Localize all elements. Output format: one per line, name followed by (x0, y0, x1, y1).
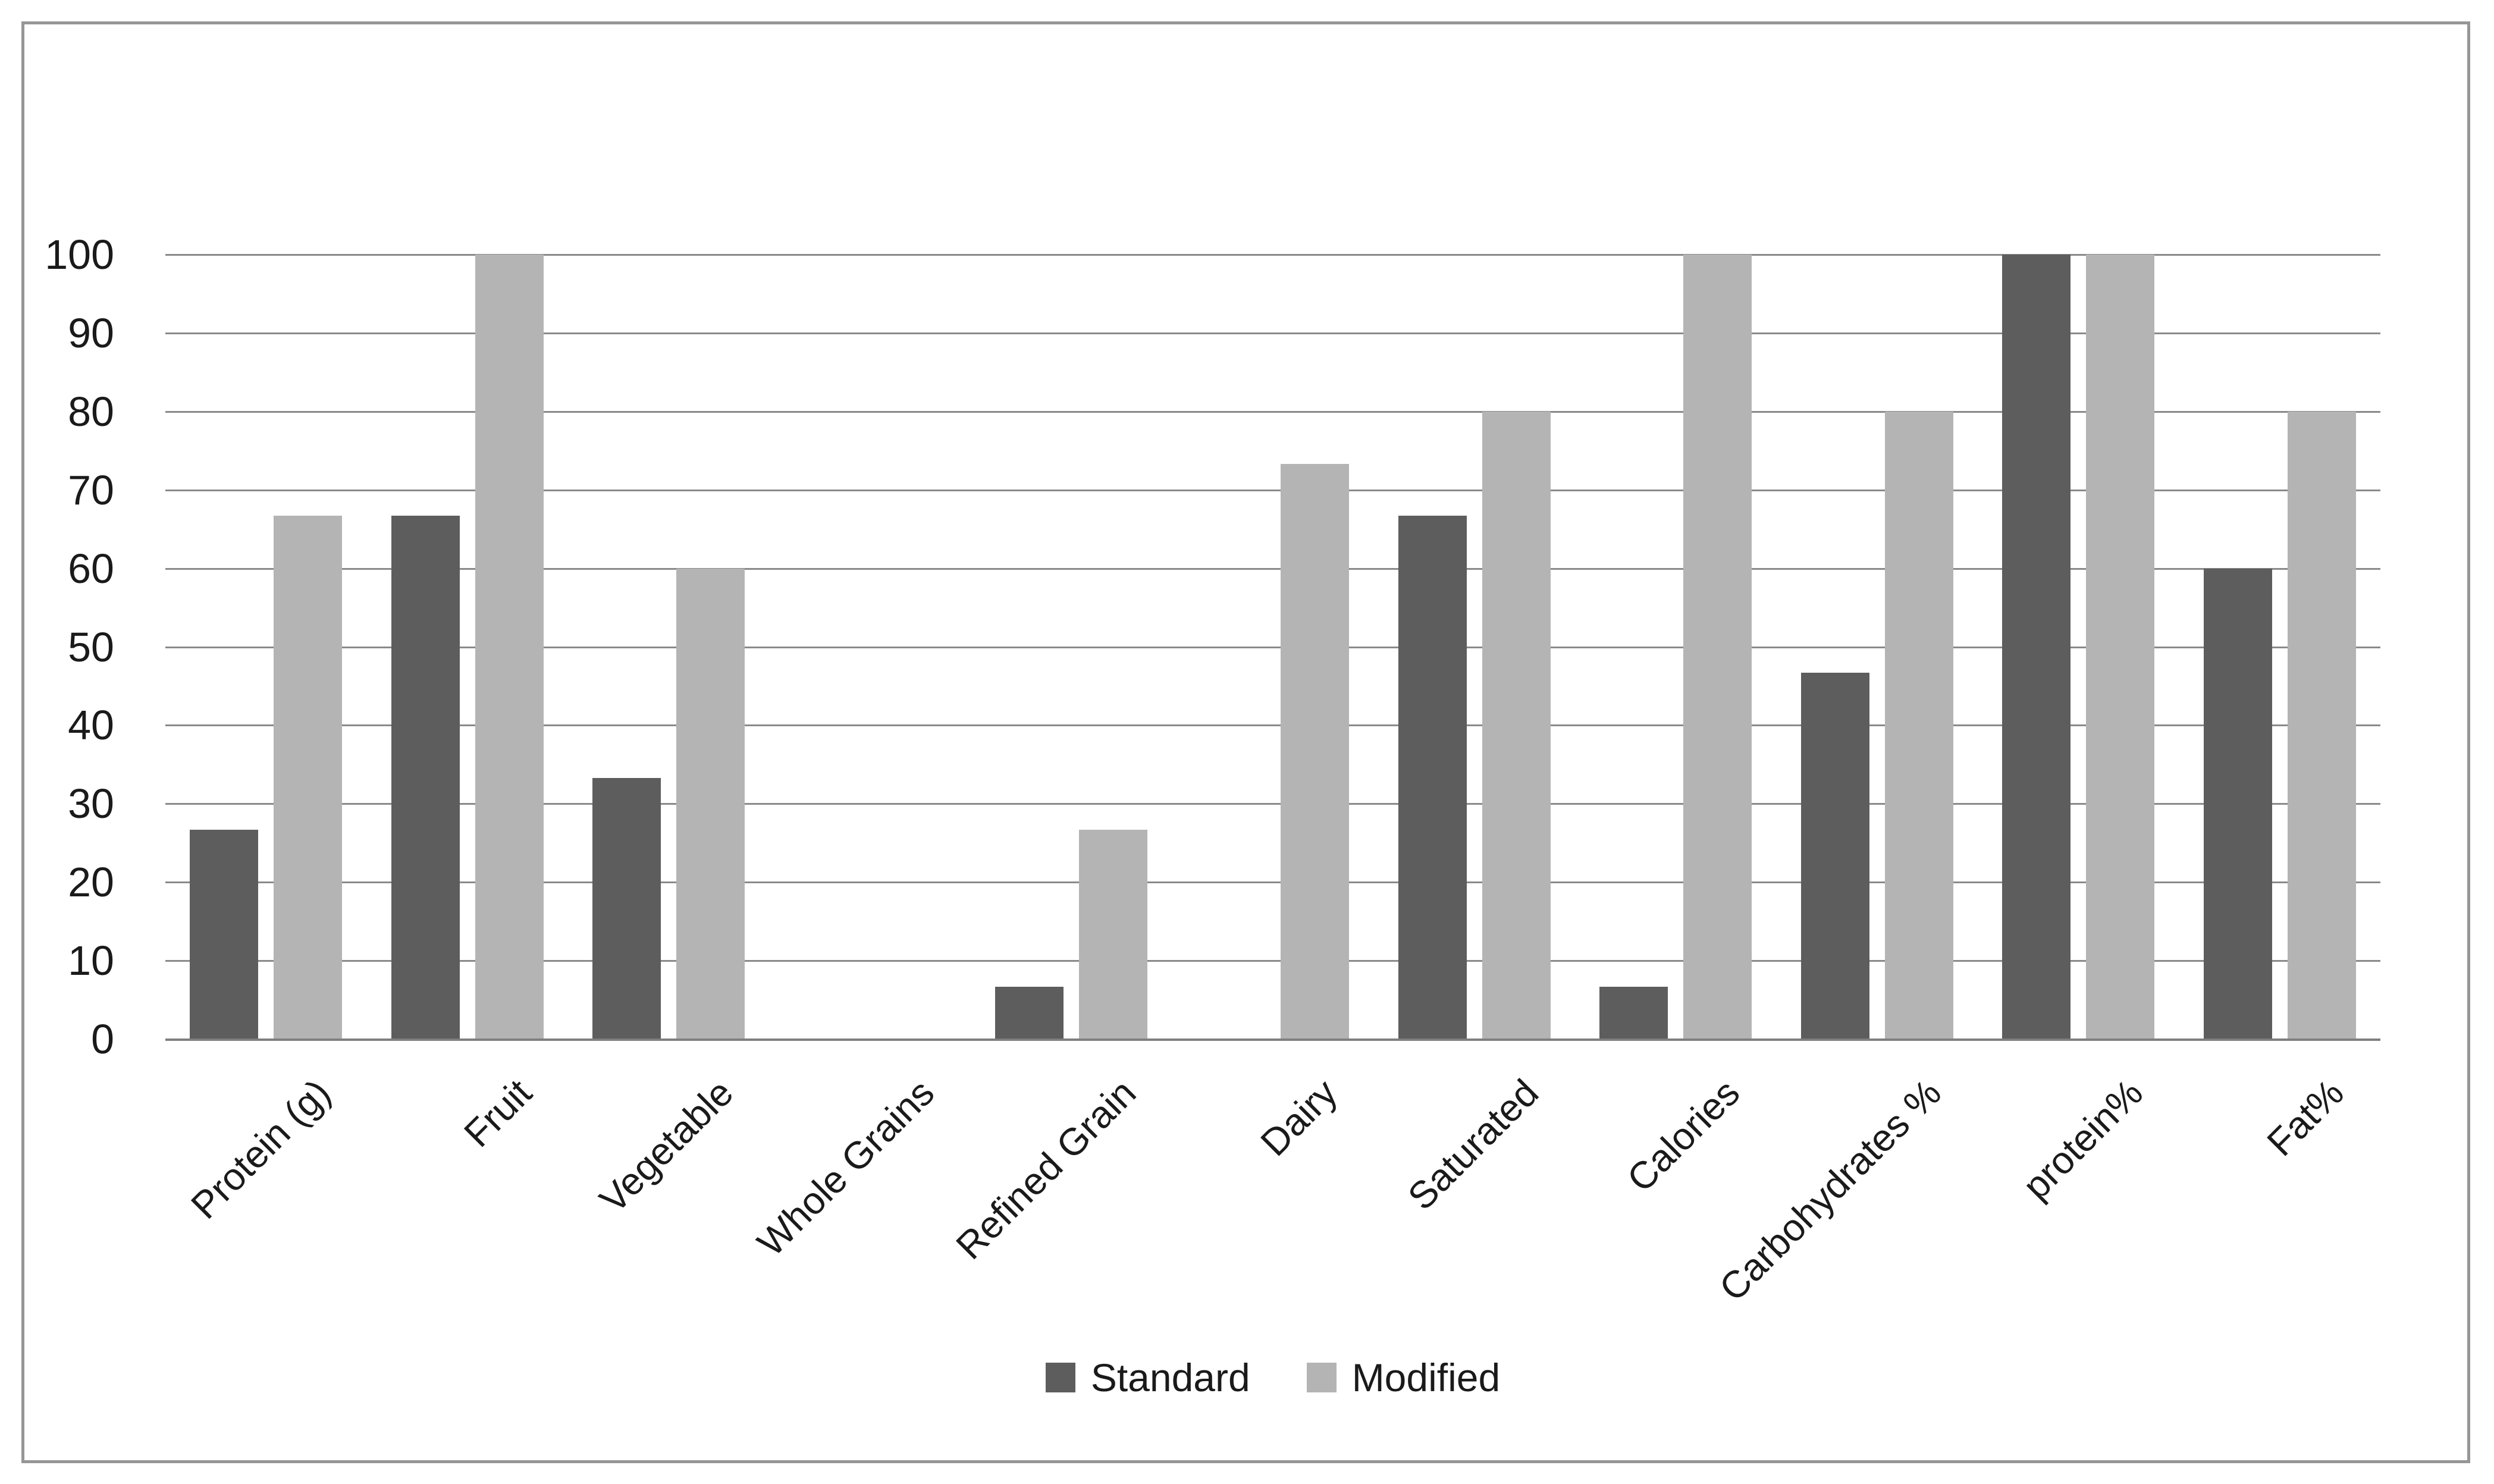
plot-area (165, 254, 2380, 1041)
y-tick-label-80: 80 (68, 388, 114, 435)
bar-modified-protein-g (274, 516, 343, 1039)
bar-modified-fat (2287, 411, 2356, 1039)
bar-standard-carbohydrates (1800, 673, 1869, 1039)
gridline-100 (165, 254, 2380, 256)
bar-standard-refined-grain (995, 986, 1064, 1039)
y-tick-label-40: 40 (68, 702, 114, 749)
y-tick-label-90: 90 (68, 309, 114, 356)
bar-modified-calories (1683, 255, 1752, 1039)
y-tick-label-10: 10 (68, 937, 114, 984)
bar-standard-saturated (1398, 516, 1467, 1039)
y-tick-label-20: 20 (68, 859, 114, 906)
bar-standard-fruit (391, 516, 460, 1039)
gridline-0 (165, 1039, 2380, 1041)
bar-standard-fat (2203, 568, 2272, 1039)
gridline-30 (165, 803, 2380, 805)
bar-standard-protein (2002, 255, 2071, 1039)
gridline-90 (165, 332, 2380, 334)
gridline-60 (165, 567, 2380, 570)
legend-swatch-modified-icon (1306, 1363, 1337, 1392)
bar-standard-calories (1599, 986, 1668, 1039)
bar-modified-fruit (475, 255, 544, 1039)
bar-modified-vegetable (676, 568, 745, 1039)
gridline-40 (165, 724, 2380, 727)
legend-item-standard: Standard (1045, 1356, 1250, 1400)
bar-standard-vegetable (592, 777, 661, 1039)
y-tick-label-30: 30 (68, 780, 114, 827)
bar-modified-carbohydrates (1884, 411, 1953, 1039)
y-tick-label-0: 0 (91, 1016, 114, 1062)
legend-item-modified: Modified (1306, 1356, 1501, 1400)
gridline-10 (165, 960, 2380, 962)
gridline-20 (165, 881, 2380, 884)
gridline-70 (165, 489, 2380, 491)
y-tick-label-60: 60 (68, 545, 114, 592)
legend-label-modified: Modified (1351, 1356, 1501, 1400)
y-tick-label-100: 100 (45, 231, 114, 278)
y-tick-label-70: 70 (68, 466, 114, 513)
legend-label-standard: Standard (1090, 1356, 1250, 1400)
bar-modified-saturated (1482, 411, 1551, 1039)
legend: Standard Modified (165, 1355, 2380, 1400)
bar-modified-dairy (1281, 464, 1349, 1039)
bar-modified-protein (2086, 255, 2155, 1039)
legend-swatch-standard-icon (1045, 1363, 1075, 1392)
bar-modified-refined-grain (1079, 829, 1148, 1039)
bar-standard-protein-g (190, 829, 259, 1039)
gridline-80 (165, 410, 2380, 413)
gridline-50 (165, 646, 2380, 648)
y-tick-label-50: 50 (68, 623, 114, 670)
